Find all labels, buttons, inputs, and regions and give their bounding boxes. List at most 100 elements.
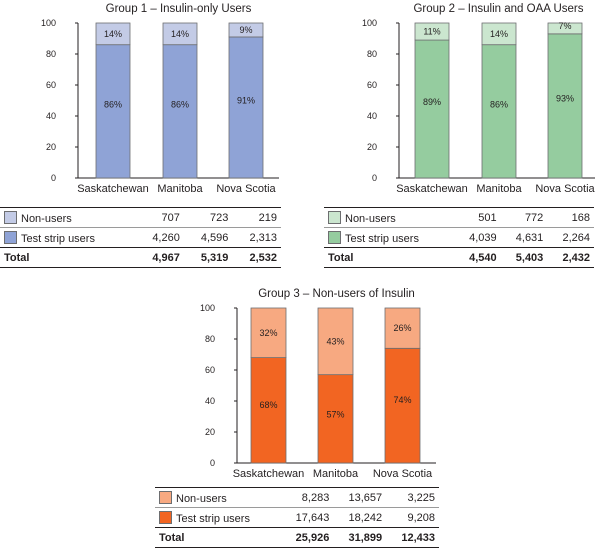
data-label: 57% (326, 409, 344, 419)
table-cell: 5,403 (500, 247, 548, 268)
data-label: 14% (490, 29, 508, 39)
table-cell: 2,313 (232, 227, 281, 248)
data-label: 9% (239, 25, 252, 35)
table-cell: 25,926 (280, 527, 334, 548)
bar-test-strip-users (414, 39, 450, 179)
table-cell: 772 (500, 207, 548, 228)
data-label: 14% (104, 29, 122, 39)
table-cell: 707 (135, 207, 184, 228)
legend-swatch (159, 490, 172, 504)
data-label: 32% (259, 328, 277, 338)
bar-non-users (384, 307, 421, 349)
chart-title: Group 2 – Insulin and OAA Users (413, 3, 583, 15)
data-label: 68% (259, 400, 277, 410)
table-cell: 168 (547, 207, 594, 228)
data-label: 11% (423, 27, 440, 37)
y-tick-label: 20 (46, 142, 56, 152)
bar-test-strip-users (95, 44, 131, 179)
table-row: Test strip users 4,039 4,631 2,264 (324, 227, 594, 248)
chart-title: Group 1 – Insulin-only Users (106, 3, 252, 15)
row-label: Non-users (21, 212, 72, 225)
table-cell: 501 (453, 207, 501, 228)
y-tick-label: 60 (367, 80, 377, 90)
legend-swatch (328, 210, 341, 224)
table-row: Non-users 8,283 13,657 3,225 (155, 487, 439, 508)
table-cell: 4,260 (135, 227, 184, 248)
bar-test-strip-users (481, 44, 517, 179)
group-1-panel: Group 1 – Insulin-only Users 0 20 40 60 80 100… (0, 0, 300, 270)
y-tick-label: 40 (205, 396, 215, 406)
bar-non-users (250, 307, 287, 358)
y-tick-label: 0 (372, 173, 377, 183)
data-label: 86% (171, 100, 189, 110)
table-total-row: Total 4,967 5,319 2,532 (0, 247, 281, 268)
y-tick-label: 100 (41, 18, 56, 28)
y-tick-label: 80 (46, 49, 56, 59)
row-label: Non-users (345, 212, 396, 225)
category-label: Saskatchewan (77, 183, 149, 195)
table-cell: 4,540 (453, 247, 501, 268)
table-row: Test strip users 4,260 4,596 2,313 (0, 227, 281, 248)
data-label: 7% (558, 21, 571, 31)
table-cell: 2,432 (547, 247, 594, 268)
table-row: Non-users 501 772 168 (324, 207, 594, 228)
y-tick-label: 60 (46, 80, 56, 90)
table-cell: 219 (232, 207, 281, 228)
category-label: Nova Scotia (535, 183, 595, 195)
bar-non-users (414, 22, 450, 41)
data-label: 74% (393, 395, 411, 405)
category-label: Nova Scotia (373, 468, 433, 480)
chart-svg: Group 3 – Non-users of Insulin 0 20 40 60 80 1… (200, 288, 436, 480)
table-cell: 2,532 (232, 247, 281, 268)
data-label: 86% (104, 100, 122, 110)
category-label: Saskatchewan (396, 183, 468, 195)
table-total-row: Total 4,540 5,403 2,432 (324, 247, 594, 268)
table-cell: 723 (183, 207, 233, 228)
row-label: Test strip users (345, 232, 419, 245)
bar-non-users (162, 22, 198, 46)
row-label: Non-users (176, 492, 227, 505)
table-cell: 12,433 (386, 527, 439, 548)
y-tick-label: 100 (362, 18, 377, 28)
y-tick-label: 0 (210, 458, 215, 468)
table-row: Test strip users 17,643 18,242 9,208 (155, 507, 439, 528)
data-label: 26% (393, 323, 411, 333)
table-cell: 5,319 (183, 247, 233, 268)
data-table: Non-users 501 772 168 Test strip users 4,039 4… (324, 207, 594, 268)
y-tick-label: 40 (46, 111, 56, 121)
data-label: 86% (490, 100, 508, 110)
table-cell: 2,264 (547, 227, 594, 248)
bar-test-strip-users (228, 36, 264, 179)
bar-non-users (228, 22, 264, 38)
chart-title: Group 3 – Non-users of Insulin (258, 288, 415, 300)
data-label: 93% (556, 94, 574, 104)
bar-non-users (481, 22, 517, 46)
data-table: Non-users 8,283 13,657 3,225 Test strip user… (155, 487, 439, 548)
chart-svg: Group 1 – Insulin-only Users 0 20 40 60 80 100… (41, 3, 279, 195)
y-tick-label: 20 (205, 427, 215, 437)
category-label: Nova Scotia (216, 183, 276, 195)
legend-swatch (328, 230, 341, 244)
y-tick-label: 0 (51, 173, 56, 183)
y-tick-label: 20 (367, 142, 377, 152)
category-label: Manitoba (157, 183, 203, 195)
legend-swatch (4, 230, 17, 244)
row-label: Test strip users (21, 232, 95, 245)
table-cell: 13,657 (333, 487, 387, 508)
chart-svg: Group 2 – Insulin and OAA Users 0 20 40 60 80… (362, 3, 595, 195)
table-row: Non-users 707 723 219 (0, 207, 281, 228)
data-label: 14% (171, 29, 189, 39)
bar-test-strip-users (547, 33, 583, 179)
data-label: 89% (423, 97, 441, 107)
category-label: Saskatchewan (233, 468, 305, 480)
table-cell: 9,208 (386, 507, 439, 528)
table-cell: 31,899 (333, 527, 387, 548)
table-cell: 17,643 (280, 507, 334, 528)
data-table: Non-users 707 723 219 Test strip users 4,260 4… (0, 207, 281, 268)
table-cell: 18,242 (333, 507, 387, 528)
bar-non-users (95, 22, 131, 46)
table-cell: 8,283 (280, 487, 334, 508)
group-2-panel: Group 2 – Insulin and OAA Users 0 20 40 60 80… (311, 0, 595, 270)
legend-swatch (4, 210, 17, 224)
table-cell: 3,225 (386, 487, 439, 508)
